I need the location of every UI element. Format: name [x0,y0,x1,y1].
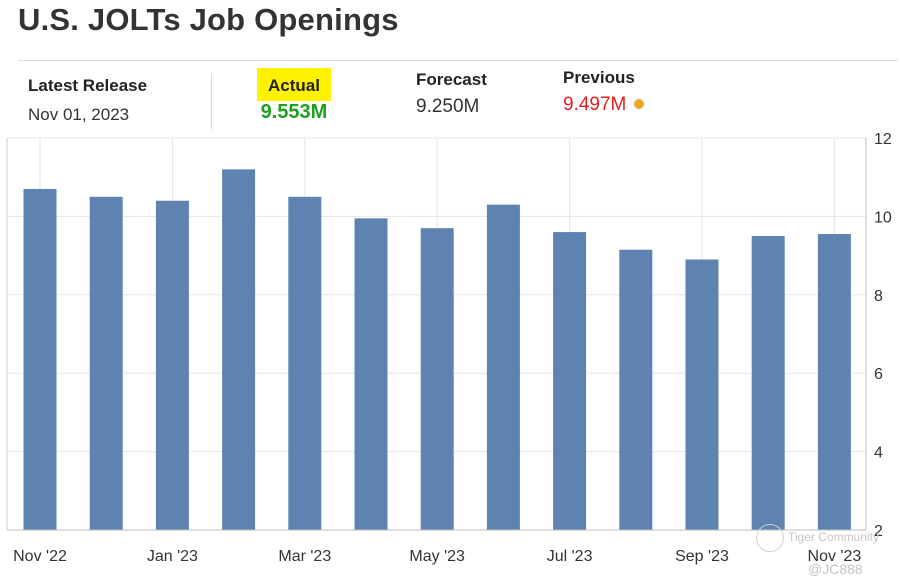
bar [288,196,322,531]
actual-value: 9.553M [260,101,328,123]
header-divider [18,60,898,61]
forecast-label: Forecast [416,70,487,89]
previous-stat: Previous 9.497M [563,68,645,116]
previous-label: Previous [563,68,635,87]
bar [486,204,520,530]
y-tick-label: 8 [874,288,883,305]
chart-bars [23,169,851,531]
watermark: Tiger Community [756,524,879,552]
tiger-logo-icon [756,524,784,552]
y-tick-label: 2 [874,523,883,540]
x-tick-label: Jan '23 [147,548,198,565]
page-title: U.S. JOLTs Job Openings [18,2,399,37]
x-tick-label: Nov '23 [808,548,862,565]
latest-release-value: Nov 01, 2023 [28,105,130,124]
actual-label: Actual [257,68,331,101]
stat-divider [211,73,212,129]
bar [222,169,256,531]
previous-value-row: 9.497M [563,94,645,116]
bar [619,249,653,530]
bar [354,218,388,531]
bar [817,234,851,531]
watermark-user: @JC888 [808,561,863,577]
forecast-value: 9.250M [416,96,480,117]
bar [23,188,57,530]
x-tick-label: Mar '23 [278,548,331,565]
y-tick-label: 4 [874,445,883,462]
latest-release-stat: Latest Release Nov 01, 2023 [28,76,147,125]
x-tick-label: Sep '23 [675,548,729,565]
bar [751,236,785,530]
x-tick-label: Jul '23 [547,548,593,565]
watermark-brand: Tiger Community [788,530,879,545]
chart-axes [6,138,867,531]
x-tick-label: Nov '22 [13,548,67,565]
latest-release-label: Latest Release [28,76,148,95]
bar [685,259,719,530]
bar [553,232,587,530]
forecast-stat: Forecast 9.250M [416,70,487,118]
actual-stat: Actual 9.553M [257,68,331,124]
y-tick-label: 12 [874,131,892,148]
previous-indicator-dot [634,99,645,109]
x-tick-label: May '23 [409,548,465,565]
chart-tick-labels: 2 4 6 8 10 12 Nov '22 Jan '23 Mar '23 May '23 Jul … [13,131,892,565]
y-tick-label: 6 [874,366,883,383]
previous-value: 9.497M [563,94,627,115]
bar [155,200,189,530]
bar [89,196,123,531]
y-tick-label: 10 [874,209,892,226]
bar [420,228,454,530]
